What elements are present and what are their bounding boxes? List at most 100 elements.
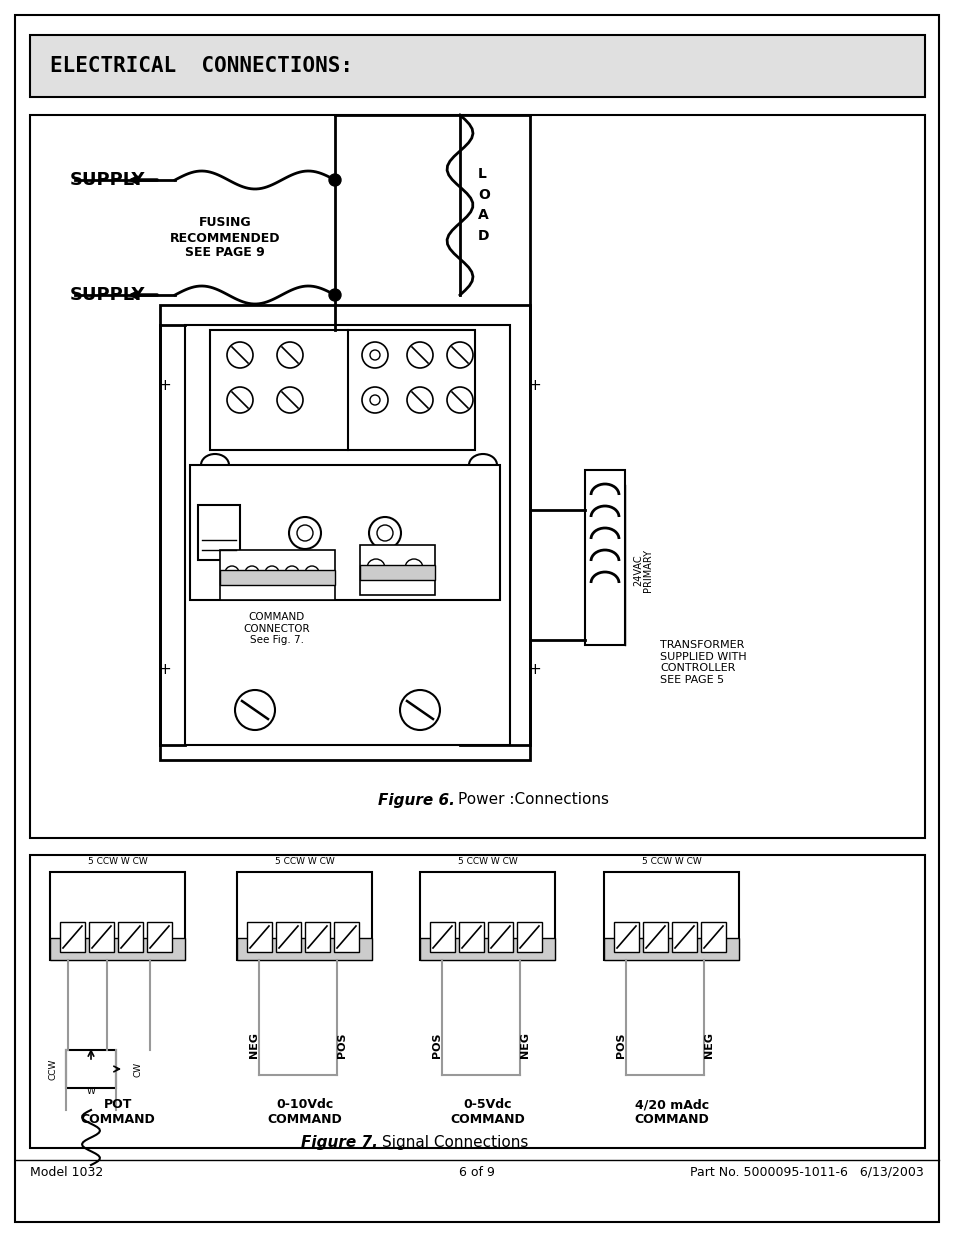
Circle shape	[369, 517, 400, 550]
Circle shape	[227, 387, 253, 412]
Text: Signal Connections: Signal Connections	[381, 1135, 528, 1151]
Circle shape	[285, 566, 298, 580]
Text: 4/20 mAdc
COMMAND: 4/20 mAdc COMMAND	[634, 1098, 709, 1126]
Text: 5 CCW W CW: 5 CCW W CW	[641, 857, 701, 866]
Bar	[220, 550, 335, 600]
Bar	[603, 939, 739, 960]
Bar	[236, 939, 372, 960]
Text: 24VAC: 24VAC	[633, 555, 642, 585]
Bar	[220, 571, 335, 585]
Text: W: W	[87, 1087, 95, 1095]
Circle shape	[376, 525, 393, 541]
Text: POS: POS	[336, 1032, 347, 1058]
Circle shape	[399, 690, 439, 730]
Circle shape	[245, 566, 258, 580]
Bar	[430, 923, 455, 952]
Bar	[66, 1050, 116, 1088]
Text: 0-10Vdc
COMMAND: 0-10Vdc COMMAND	[268, 1098, 342, 1126]
Text: +: +	[528, 378, 540, 393]
Circle shape	[361, 342, 388, 368]
Bar	[488, 923, 513, 952]
Bar	[50, 939, 185, 960]
Bar	[419, 939, 555, 960]
Text: CCW: CCW	[49, 1058, 58, 1079]
Bar	[247, 923, 272, 952]
Circle shape	[405, 559, 422, 577]
Text: POS: POS	[616, 1032, 625, 1058]
Text: +: +	[528, 662, 540, 678]
Circle shape	[276, 342, 303, 368]
Bar	[642, 923, 667, 952]
Bar	[185, 325, 510, 745]
Circle shape	[289, 517, 320, 550]
Text: CW: CW	[133, 1061, 143, 1077]
Bar	[210, 330, 475, 450]
Circle shape	[234, 690, 274, 730]
Bar	[118, 923, 143, 952]
Circle shape	[407, 342, 433, 368]
Circle shape	[447, 342, 473, 368]
Text: 0-5Vdc
COMMAND: 0-5Vdc COMMAND	[450, 1098, 525, 1126]
Circle shape	[329, 289, 340, 301]
Circle shape	[407, 387, 433, 412]
Bar	[305, 923, 330, 952]
Text: L
O
A
D: L O A D	[477, 167, 489, 243]
Bar	[50, 872, 185, 960]
Text: Model 1032: Model 1032	[30, 1166, 103, 1178]
Circle shape	[227, 342, 253, 368]
Circle shape	[296, 525, 313, 541]
Circle shape	[276, 387, 303, 412]
Bar	[419, 872, 555, 960]
Bar	[603, 872, 739, 960]
Text: NEG: NEG	[703, 1032, 713, 1058]
Text: +: +	[158, 662, 172, 678]
Circle shape	[329, 174, 340, 186]
Bar	[198, 505, 240, 559]
Circle shape	[367, 559, 385, 577]
Text: TRANSFORMER
SUPPLIED WITH
CONTROLLER
SEE PAGE 5: TRANSFORMER SUPPLIED WITH CONTROLLER SEE…	[659, 640, 746, 684]
Text: 6 of 9: 6 of 9	[458, 1166, 495, 1178]
Text: Figure 6.: Figure 6.	[377, 793, 455, 808]
Text: 5 CCW W CW: 5 CCW W CW	[88, 857, 148, 866]
Bar	[89, 923, 113, 952]
Bar	[236, 872, 372, 960]
Bar	[147, 923, 172, 952]
Bar	[359, 545, 435, 595]
Circle shape	[370, 350, 379, 359]
Bar	[458, 923, 483, 952]
Text: 5 CCW W CW: 5 CCW W CW	[457, 857, 517, 866]
Text: SUPPLY: SUPPLY	[70, 287, 146, 304]
Bar	[614, 923, 639, 952]
Circle shape	[370, 395, 379, 405]
Bar	[30, 115, 924, 839]
Text: 5 CCW W CW: 5 CCW W CW	[274, 857, 335, 866]
Bar	[275, 923, 301, 952]
Text: NEG: NEG	[249, 1032, 258, 1058]
Bar	[160, 305, 530, 760]
Bar	[671, 923, 697, 952]
Bar	[190, 466, 499, 600]
Bar	[584, 471, 624, 645]
Bar	[30, 35, 924, 98]
Text: POS: POS	[432, 1032, 441, 1058]
Bar	[517, 923, 541, 952]
Bar	[30, 855, 924, 1149]
Bar	[359, 564, 435, 580]
Text: PRIMARY: PRIMARY	[642, 548, 652, 592]
Circle shape	[305, 566, 318, 580]
Text: NEG: NEG	[519, 1032, 530, 1058]
Text: COMMAND
CONNECTOR
See Fig. 7.: COMMAND CONNECTOR See Fig. 7.	[243, 613, 310, 645]
Text: FUSING
RECOMMENDED
SEE PAGE 9: FUSING RECOMMENDED SEE PAGE 9	[170, 216, 280, 259]
Circle shape	[361, 387, 388, 412]
Bar	[700, 923, 725, 952]
Text: SUPPLY: SUPPLY	[70, 170, 146, 189]
Text: Figure 7.: Figure 7.	[301, 1135, 377, 1151]
Text: +: +	[158, 378, 172, 393]
Text: POT
COMMAND: POT COMMAND	[81, 1098, 155, 1126]
Circle shape	[265, 566, 278, 580]
Text: Power :Connections: Power :Connections	[457, 793, 608, 808]
Circle shape	[447, 387, 473, 412]
Circle shape	[225, 566, 239, 580]
Text: Part No. 5000095-1011-6   6/13/2003: Part No. 5000095-1011-6 6/13/2003	[690, 1166, 923, 1178]
Text: ELECTRICAL  CONNECTIONS:: ELECTRICAL CONNECTIONS:	[50, 56, 353, 77]
